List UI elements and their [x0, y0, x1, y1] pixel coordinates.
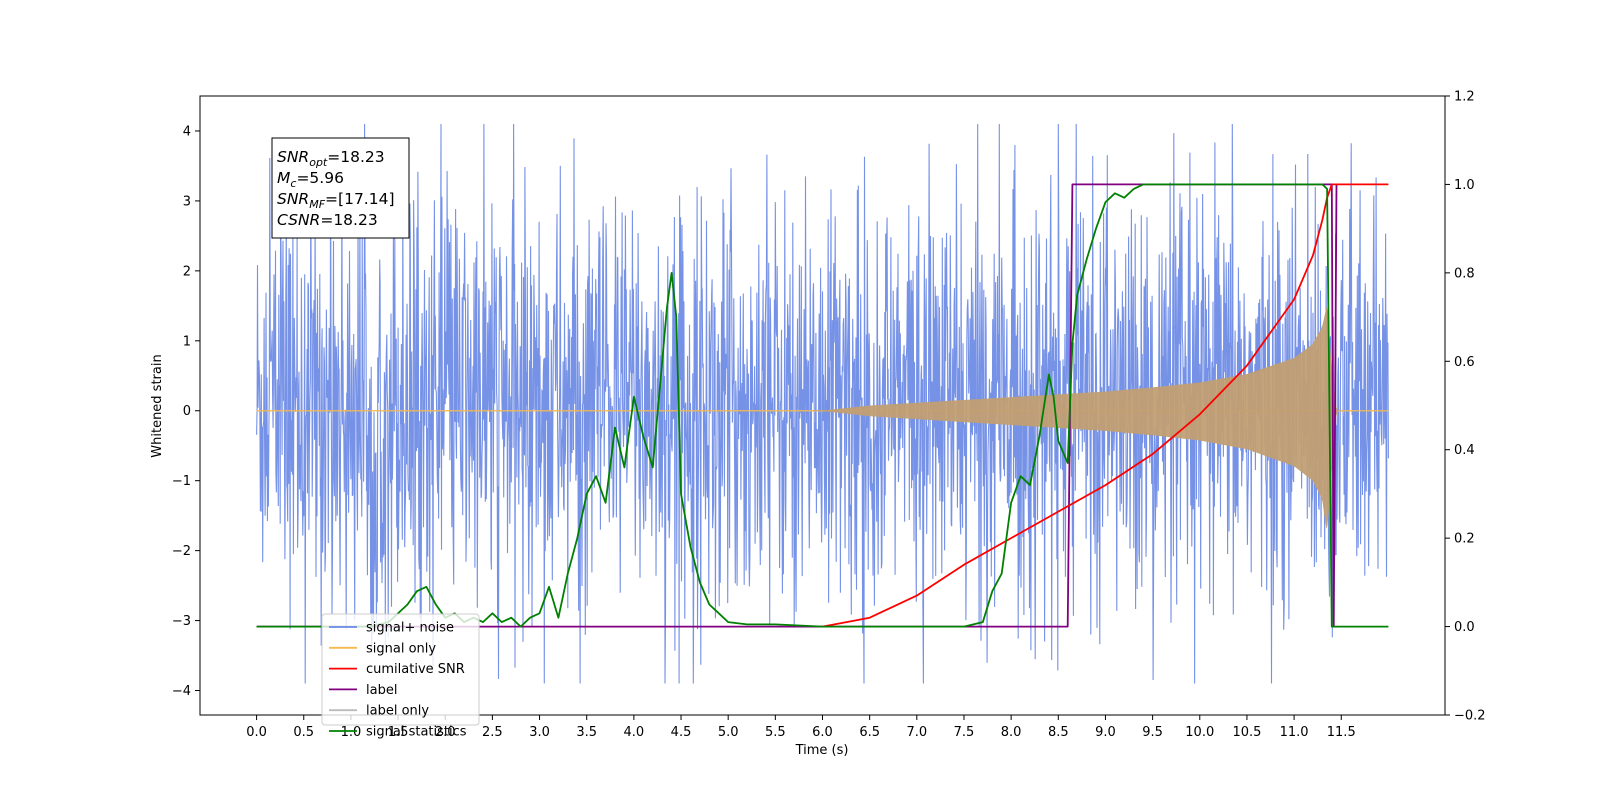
x-tick-label: 8.0 [1001, 725, 1022, 740]
x-tick-label: 11.5 [1327, 725, 1356, 740]
signal-statistics-line [256, 183, 1389, 628]
annotation-line: Mc=5.96 [277, 169, 344, 190]
x-axis: 0.0 0.5 1.0 1.5 2.0 2.5 3.0 3.5 4.0 4.5 5.0 5.5 6.0 6… [246, 715, 1356, 740]
y-tick-label-left: 1 [183, 334, 191, 349]
y-tick-label-right: 1.0 [1454, 178, 1475, 193]
y-tick-label-left: −4 [172, 684, 191, 699]
y-tick-label-right: 0.4 [1454, 443, 1475, 458]
x-tick-label: 0.0 [246, 725, 267, 740]
y-tick-label-left: 2 [183, 264, 191, 279]
x-tick-label: 10.0 [1185, 725, 1214, 740]
y-tick-label-left: −1 [172, 474, 191, 489]
y-tick-label-right: −0.2 [1454, 709, 1486, 724]
y-tick-label-right: 0.2 [1454, 532, 1475, 547]
x-tick-label: 3.0 [529, 725, 550, 740]
x-tick-label: 5.0 [718, 725, 739, 740]
x-tick-label: 2.5 [482, 725, 503, 740]
x-tick-label: 5.5 [765, 725, 786, 740]
y-tick-label-left: −3 [172, 614, 191, 629]
x-tick-label: 4.5 [671, 725, 692, 740]
x-tick-label: 1.5 [388, 725, 409, 740]
x-tick-label: 9.0 [1095, 725, 1116, 740]
y-axis-label: Whitened strain [150, 354, 165, 457]
y-tick-label-right: 1.2 [1454, 90, 1475, 105]
x-tick-label: 9.5 [1142, 725, 1163, 740]
y-axis-right: −0.2 0.0 0.2 0.4 0.6 0.8 1.0 1.2 [1445, 90, 1486, 724]
legend: signal+ noise signal only cumilative SNR la… [321, 613, 480, 740]
legend-label: signal only [366, 641, 436, 656]
signal-plus-noise-line [256, 123, 1389, 684]
annotation-line: CSNR=18.23 [277, 211, 378, 229]
y-axis-left: −4 −3 −2 −1 0 1 2 3 4 [172, 124, 200, 699]
x-tick-label: 7.0 [906, 725, 927, 740]
legend-label: signal statistics [366, 725, 467, 740]
y-tick-label-right: 0.8 [1454, 266, 1475, 281]
x-axis-label: Time (s) [795, 743, 849, 758]
legend-label: label only [366, 704, 429, 719]
x-tick-label: 1.0 [341, 725, 362, 740]
legend-frame [321, 613, 480, 726]
cumulative-snr-line [822, 183, 1389, 628]
annotation-line: SNRopt=18.23 [277, 148, 385, 169]
x-tick-label: 3.5 [576, 725, 597, 740]
right-axis-series [256, 183, 1389, 628]
y-tick-label-left: 4 [183, 124, 191, 139]
x-tick-label: 0.5 [293, 725, 314, 740]
x-tick-label: 7.5 [954, 725, 975, 740]
y-tick-label-left: 3 [183, 194, 191, 209]
x-tick-label: 11.0 [1280, 725, 1309, 740]
x-tick-label: 6.0 [812, 725, 833, 740]
annotation-line: SNRMF=[17.14] [277, 190, 395, 211]
annotation-frame [271, 137, 410, 239]
legend-label: cumilative SNR [366, 662, 465, 677]
x-tick-label: 6.5 [859, 725, 880, 740]
y-tick-label-right: 0.6 [1454, 355, 1475, 370]
legend-label: signal+ noise [366, 621, 454, 636]
legend-label: label [366, 683, 397, 698]
signal-plus-noise-series [256, 123, 1389, 684]
x-tick-label: 2.0 [435, 725, 456, 740]
y-tick-label-left: −2 [172, 544, 191, 559]
x-tick-label: 4.0 [624, 725, 645, 740]
signal-only-series [256, 307, 1389, 529]
x-tick-label: 10.5 [1232, 725, 1261, 740]
x-tick-label: 8.5 [1048, 725, 1069, 740]
y-tick-label-right: 0.0 [1454, 620, 1475, 635]
signal-only-chirp [813, 307, 1342, 529]
y-tick-label-left: 0 [183, 404, 191, 419]
annotation-box: SNRopt=18.23Mc=5.96SNRMF=[17.14]CSNR=18.… [271, 137, 410, 239]
